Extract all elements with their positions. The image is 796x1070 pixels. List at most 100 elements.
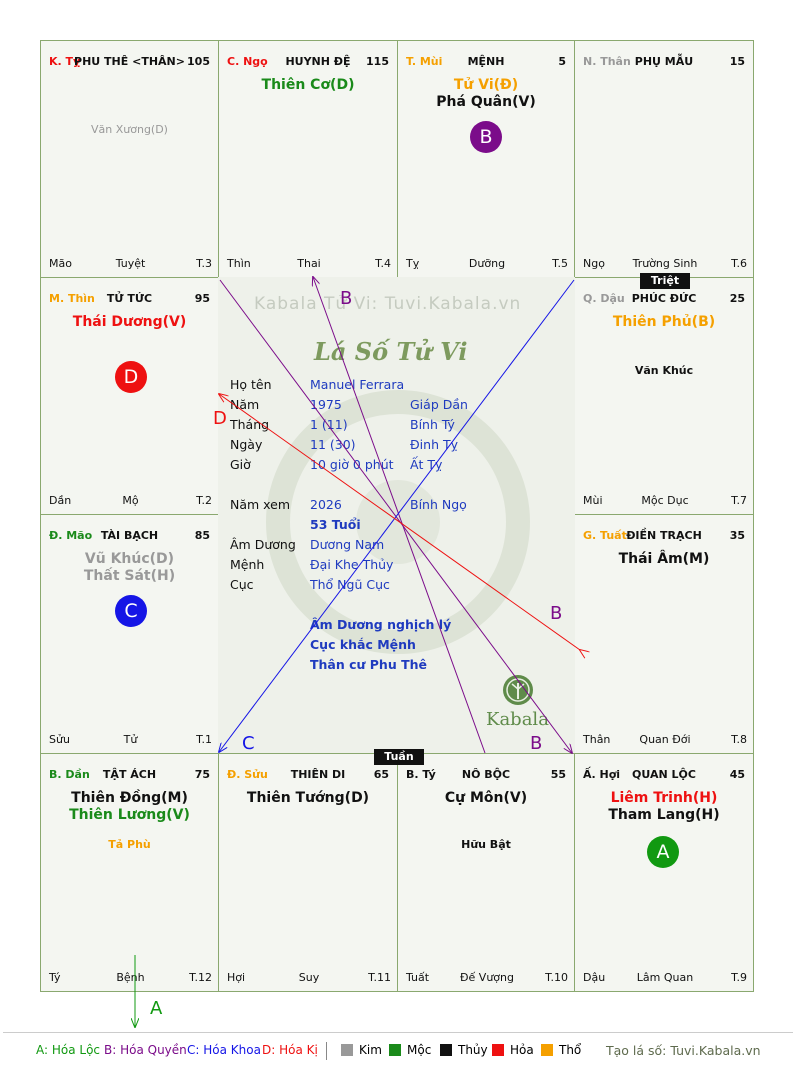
palace-mui[interactable]: T. Mùi MỆNH 5 Tử Vi(Đ) Phá Quân(V) B Tỵ Dưỡn… (397, 40, 575, 278)
major-star: Thái Âm(M) (618, 551, 710, 567)
footer-center: Tử (123, 733, 138, 746)
tuan-tag: Tuần (374, 749, 424, 765)
footer-left: Dần (49, 494, 72, 507)
row-label: Năm (230, 397, 260, 412)
badge-b: B (470, 121, 502, 153)
row-label: Họ tên (230, 377, 272, 392)
palace-number: 105 (187, 55, 210, 68)
palace-can: N. Thân (583, 55, 631, 68)
row-extra: Bính Tý (410, 417, 455, 432)
row-value: 11 (30) (310, 437, 356, 452)
footer-left: Ngọ (583, 257, 605, 270)
palace-tuat[interactable]: G. Tuất ĐIỀN TRẠCH 35 Thái Âm(M) Thân Quan … (574, 514, 754, 754)
palace-tyrat[interactable]: B. Tý NÔ BỘC 55 Cự Môn(V) Hữu Bật Tuất Đế V… (397, 753, 575, 992)
legend-moc: Mộc (389, 1043, 431, 1057)
row-value: 10 giờ 0 phút (310, 457, 394, 472)
major-star: Phá Quân(V) (436, 94, 536, 110)
palace-number: 95 (194, 292, 210, 305)
legend-moc-label: Mộc (407, 1043, 432, 1057)
kabala-logo-text: Kabala (486, 709, 549, 730)
legend-tho: Thổ (541, 1043, 581, 1057)
legend-hoa-label: Hỏa (510, 1043, 534, 1057)
major-star: Thiên Lương(V) (69, 807, 190, 823)
major-star: Thiên Đồng(M) (71, 790, 188, 806)
footer-right: T.3 (196, 257, 212, 270)
badge-c: C (115, 595, 147, 627)
palace-name: THIÊN DI (290, 768, 346, 781)
palace-number: 115 (366, 55, 389, 68)
legend-hoa: Hỏa (492, 1043, 534, 1057)
palace-number: 25 (729, 292, 745, 305)
footer-right: T.5 (552, 257, 568, 270)
footer-center: Mộ (122, 494, 139, 507)
thuy-swatch (440, 1044, 452, 1056)
palace-name: QUAN LỘC (632, 768, 696, 781)
footer-center: Trường Sinh (632, 257, 698, 270)
palace-dan[interactable]: B. Dần TẬT ÁCH 75 Thiên Đồng(M) Thiên Lương… (40, 753, 219, 992)
cuc-label: Cục (230, 577, 254, 592)
kabala-tree-icon (503, 675, 533, 705)
footer-center: Dưỡng (468, 257, 506, 270)
palace-can: B. Tý (406, 768, 436, 781)
legend-hoa-khoa: C: Hóa Khoa (187, 1043, 261, 1057)
footer-right: T.7 (731, 494, 747, 507)
major-star: Tham Lang(H) (608, 807, 720, 823)
footer-center: Quan Đới (639, 733, 691, 746)
palace-number: 55 (550, 768, 566, 781)
palace-ngo[interactable]: C. Ngọ HUYNH ĐỆ 115 Thiên Cơ(D) Thìn Thai T.… (218, 40, 398, 278)
site-watermark: Kabala Tử Vi: Tuvi.Kabala.vn (254, 294, 522, 314)
palace-can: B. Dần (49, 768, 90, 781)
kim-swatch (341, 1044, 353, 1056)
arrow-label-a: A (150, 998, 163, 1019)
palace-suu[interactable]: Đ. Sửu THIÊN DI 65 Thiên Tướng(D) Hợi Suy T.… (218, 753, 398, 992)
palace-can: Ấ. Hợi (583, 768, 621, 781)
arrow-label-b: B (530, 733, 543, 754)
palace-name: PHÚC ĐỨC (631, 292, 697, 305)
palace-number: 35 (729, 529, 745, 542)
tho-swatch (541, 1044, 553, 1056)
arrow-label-b: B (550, 603, 563, 624)
footer-center: Thai (297, 257, 321, 270)
palace-ty[interactable]: K. Tỵ PHU THÊ <THÂN> 105 Văn Xương(D) Mão T… (40, 40, 219, 278)
major-star: Vũ Khúc(D) (84, 551, 175, 567)
palace-number: 65 (373, 768, 389, 781)
footer-right: T.4 (375, 257, 391, 270)
palace-name: PHU THÊ <THÂN> (74, 55, 185, 68)
footer-right: T.2 (196, 494, 212, 507)
footer-right: T.9 (731, 971, 747, 984)
row-label: Tháng (230, 417, 270, 432)
palace-hoi[interactable]: Ấ. Hợi QUAN LỘC 45 Liêm Trinh(H) Tham Lang(… (574, 753, 754, 992)
legend-hoa-quyen: B: Hóa Quyền (104, 1043, 187, 1057)
palace-than[interactable]: N. Thân PHỤ MẪU 15 Ngọ Trường Sinh T.6 (574, 40, 754, 278)
legend-divider (3, 1032, 793, 1033)
palace-can: K. Tỵ (49, 55, 81, 68)
major-star: Thiên Tướng(D) (246, 790, 370, 806)
menh-value: Đại Khe Thủy (310, 557, 394, 572)
chart-title: Lá Số Tử Vi (314, 337, 468, 366)
row-label: Giờ (230, 457, 251, 472)
site-link[interactable]: Tạo lá số: Tuvi.Kabala.vn (606, 1043, 761, 1058)
palace-number: 85 (194, 529, 210, 542)
major-star: Thiên Phủ(B) (612, 314, 716, 330)
palace-dau[interactable]: Q. Dậu PHÚC ĐỨC 25 Thiên Phủ(B) Văn Khúc M… (574, 277, 754, 515)
palace-mao[interactable]: Đ. Mão TÀI BẠCH 85 Vũ Khúc(D) Thất Sát(H) C… (40, 514, 219, 754)
arrow-label-c: C (242, 733, 255, 754)
note: Âm Dương nghịch lý (310, 617, 452, 632)
footer-right: T.11 (368, 971, 391, 984)
footer-center: Lâm Quan (636, 971, 694, 984)
palace-number: 75 (194, 768, 210, 781)
major-star: Liêm Trinh(H) (610, 790, 718, 806)
nam-xem-label: Năm xem (230, 497, 291, 512)
palace-can: Đ. Mão (49, 529, 93, 542)
row-label: Ngày (230, 437, 263, 452)
legend-thuy: Thủy (440, 1043, 488, 1057)
nam-xem-can: Bính Ngọ (410, 497, 467, 512)
row-extra: Ất Tỵ (410, 457, 443, 472)
palace-name: TẬT ÁCH (102, 768, 157, 781)
footer-left: Thân (583, 733, 611, 746)
palace-thin[interactable]: M. Thìn TỬ TỨC 95 Thái Dương(V) D Dần Mộ T.2 (40, 277, 219, 515)
legend-kim-label: Kim (359, 1043, 382, 1057)
major-star: Thất Sát(H) (83, 568, 176, 584)
palace-number: 15 (729, 55, 745, 68)
row-value: 1975 (310, 397, 342, 412)
